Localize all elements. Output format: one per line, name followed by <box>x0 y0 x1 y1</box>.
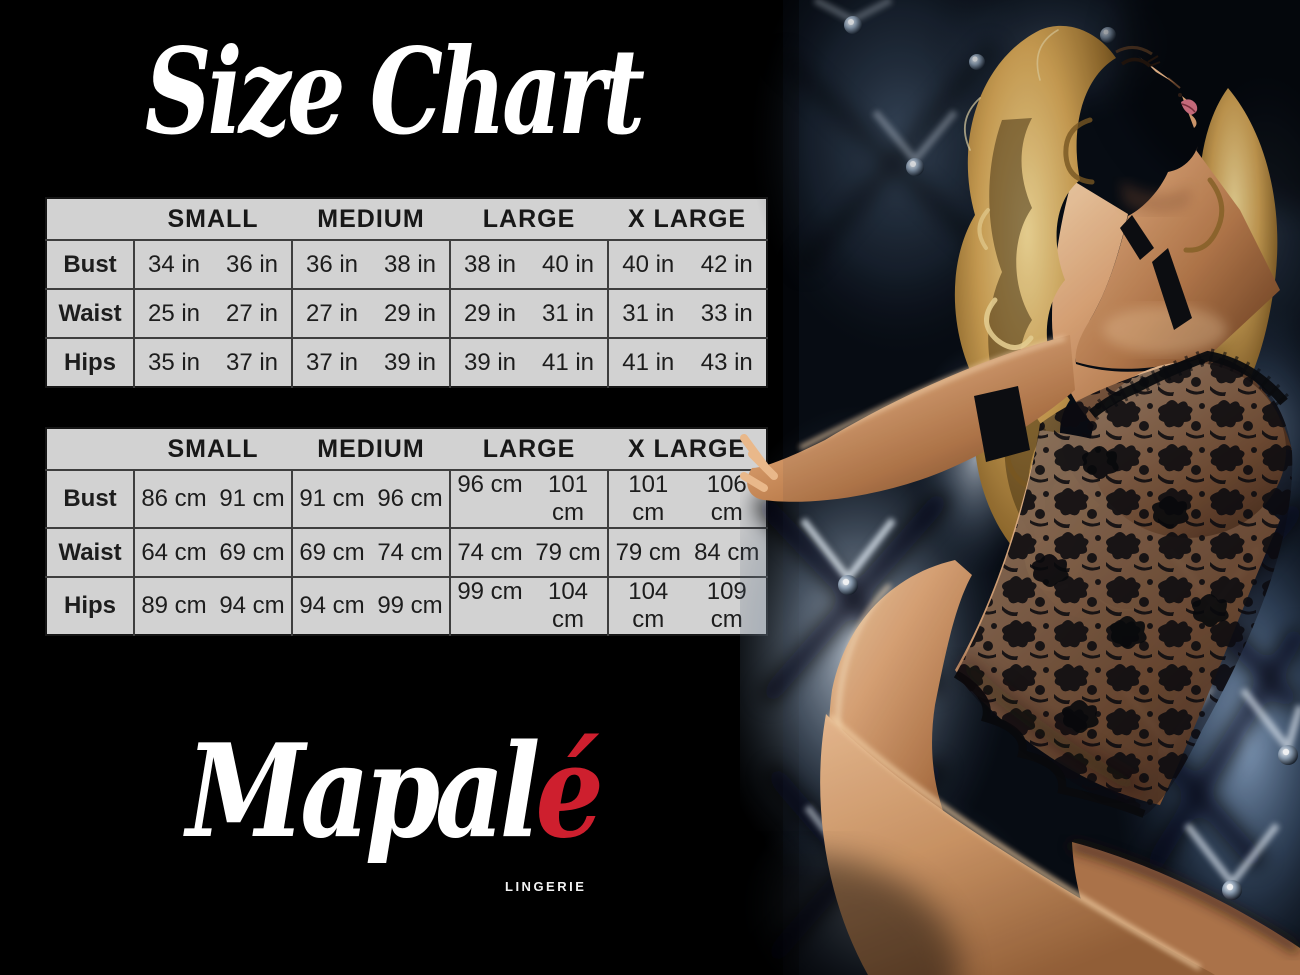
table-row: Hips 35 in 37 in 37 in 39 in 39 in 41 in 41… <box>46 338 767 387</box>
size-column-header: X LARGE <box>608 428 767 471</box>
table-row: Waist 25 in 27 in 27 in 29 in 29 in 31 in 3… <box>46 289 767 339</box>
lace-bodysuit <box>953 347 1293 818</box>
table-row: Bust 86 cm 91 cm 91 cm 96 cm 96 cm 101 cm 1… <box>46 470 767 529</box>
size-value: 74 cm <box>457 538 523 566</box>
size-value: 101 cm <box>628 471 669 526</box>
size-table-centimeters: SMALL MEDIUM LARGE X LARGE Bust 86 cm 91 … <box>45 427 768 636</box>
model-hand-fingers <box>740 434 778 492</box>
size-value: 31 in <box>622 299 675 327</box>
model-jaw-shadow <box>1120 180 1192 214</box>
size-column-header: X LARGE <box>608 198 767 241</box>
size-value: 79 cm <box>535 538 601 566</box>
size-value: 86 cm <box>141 485 207 512</box>
model-chest-highlight <box>1103 306 1227 354</box>
brand-wordmark: Mapalé <box>186 716 605 870</box>
model-thigh-highlight <box>828 714 1202 971</box>
size-value: 29 in <box>463 299 517 327</box>
size-value: 94 cm <box>219 592 285 619</box>
size-value: 31 in <box>541 299 595 327</box>
bodysuit-straps <box>974 215 1192 462</box>
size-value: 38 in <box>383 250 437 278</box>
size-value: 36 in <box>225 250 279 278</box>
brand-tagline: LINGERIE <box>505 879 587 894</box>
size-value: 101 cm <box>547 471 589 526</box>
size-value: 41 in <box>622 348 675 376</box>
size-value: 39 in <box>383 348 437 376</box>
row-label: Hips <box>46 338 135 387</box>
table-row: Bust 34 in 36 in 36 in 38 in 38 in 40 in 40… <box>46 240 767 290</box>
size-value: 41 in <box>541 348 595 376</box>
photo-tint <box>783 0 1300 975</box>
size-value: 27 in <box>305 299 359 327</box>
size-value: 40 in <box>541 250 595 278</box>
page-title: Size Chart <box>144 22 645 161</box>
size-value: 33 in <box>700 299 753 327</box>
size-value: 35 in <box>147 348 201 376</box>
lace-florals <box>1032 446 1229 733</box>
brand-name-accent: é <box>535 717 604 867</box>
model-photo <box>640 0 1300 975</box>
row-label: Waist <box>46 528 135 578</box>
size-value: 36 in <box>305 250 359 278</box>
size-value: 74 cm <box>377 538 443 566</box>
model-figure <box>740 25 1300 975</box>
size-value: 29 in <box>383 299 437 327</box>
size-value: 27 in <box>225 299 279 327</box>
row-label: Bust <box>46 240 135 290</box>
model-leg-crease <box>1068 840 1300 955</box>
size-column-header: LARGE <box>450 198 608 241</box>
model-hair-shadow <box>988 118 1046 540</box>
size-value: 25 in <box>147 299 201 327</box>
row-label: Bust <box>46 470 135 529</box>
corner-cell <box>46 198 134 241</box>
size-column-header: SMALL <box>134 198 292 241</box>
size-value: 89 cm <box>141 592 207 619</box>
size-value: 37 in <box>305 348 359 376</box>
size-value: 34 in <box>147 250 201 278</box>
size-value: 42 in <box>700 250 753 278</box>
model-arm-highlight <box>799 336 1066 450</box>
header-row: SMALL MEDIUM LARGE X LARGE <box>46 198 767 241</box>
size-value: 37 in <box>225 348 279 376</box>
size-value: 94 cm <box>299 592 365 619</box>
size-value: 43 in <box>700 348 753 376</box>
size-value: 79 cm <box>615 538 681 566</box>
size-column-header: SMALL <box>134 428 292 471</box>
row-label: Hips <box>46 577 135 635</box>
size-value: 64 cm <box>141 538 207 566</box>
size-column-header: MEDIUM <box>292 428 450 471</box>
size-value: 91 cm <box>219 485 285 512</box>
lace-bottom-scallop <box>953 670 1146 818</box>
size-table-inches: SMALL MEDIUM LARGE X LARGE Bust 34 in 36 … <box>45 197 768 388</box>
size-value: 38 in <box>463 250 517 278</box>
lace-cup-trim <box>1088 350 1288 418</box>
brand-logo: Mapalé LINGERIE <box>0 716 786 894</box>
brand-name-main: Mapal <box>186 717 541 867</box>
size-value: 104 cm <box>547 578 589 633</box>
size-value: 91 cm <box>299 485 365 512</box>
title-area: Size Chart <box>0 24 786 160</box>
size-value: 96 cm <box>377 485 443 512</box>
size-value: 39 in <box>463 348 517 376</box>
row-label: Waist <box>46 289 135 339</box>
size-value: 69 cm <box>219 538 285 566</box>
model-face-features <box>1115 46 1198 115</box>
size-value: 69 cm <box>299 538 365 566</box>
size-value: 99 cm <box>377 592 443 619</box>
size-value: 40 in <box>622 250 675 278</box>
model-arm <box>747 335 1075 502</box>
size-value: 104 cm <box>628 578 669 633</box>
table-row: Hips 89 cm 94 cm 94 cm 99 cm 99 cm 104 cm 1… <box>46 577 767 635</box>
size-column-header: MEDIUM <box>292 198 450 241</box>
model-waist-shadow <box>955 655 1144 797</box>
size-value: 99 cm <box>457 578 523 605</box>
size-column-header: LARGE <box>450 428 608 471</box>
size-value: 96 cm <box>457 471 523 498</box>
corner-cell <box>46 428 134 471</box>
model-photo-illustration <box>640 0 1300 975</box>
table-row: Waist 64 cm 69 cm 69 cm 74 cm 74 cm 79 cm 7… <box>46 528 767 578</box>
header-row: SMALL MEDIUM LARGE X LARGE <box>46 428 767 471</box>
